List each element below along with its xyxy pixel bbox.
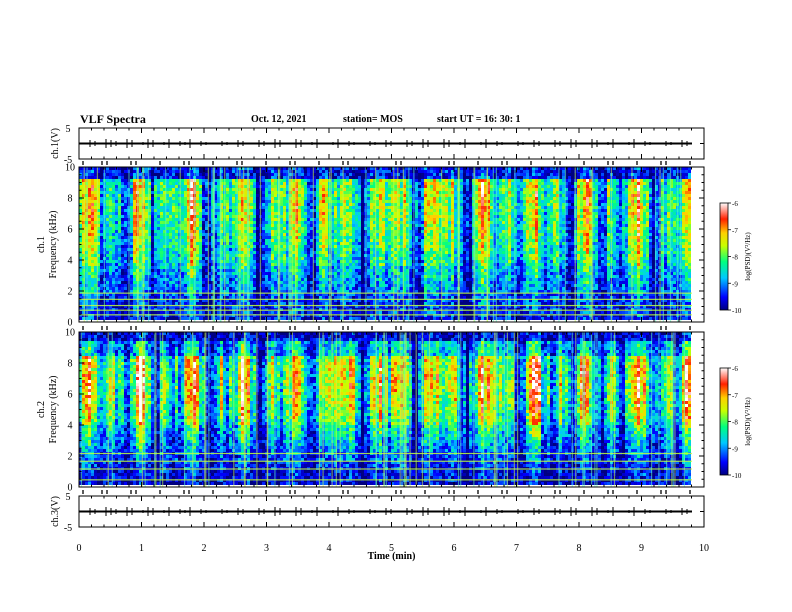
xtick-10: 10 [699, 543, 709, 554]
colorbar-2-tick--7: -7 [732, 392, 738, 400]
colorbar-1-label: log(PSD)(V²/Hz) [744, 232, 752, 281]
xtick-8: 8 [577, 543, 582, 554]
xtick-3: 3 [264, 543, 269, 554]
xtick-1: 1 [139, 543, 144, 554]
ytick-p2-0: 0 [68, 318, 73, 329]
station-label: station= MOS [343, 114, 403, 125]
xtick-6: 6 [452, 543, 457, 554]
ytick-p4-bottom: -5 [64, 523, 72, 534]
colorbar-1-tick--10: -10 [732, 307, 742, 315]
ytick-p3-10: 10 [65, 328, 75, 339]
ytick-p3-2: 2 [68, 452, 73, 463]
ylabel-p1: ch.1(V) [50, 128, 61, 159]
colorbar-1-tick--9: -9 [732, 280, 738, 288]
ytick-p1-top: 5 [66, 124, 71, 135]
ylabel-p2-channel: ch.1 [36, 236, 47, 253]
colorbar-2-label: log(PSD)(V²/Hz) [744, 397, 752, 446]
xtick-2: 2 [202, 543, 207, 554]
ytick-p2-4: 4 [68, 256, 73, 267]
colorbar-2-tick--9: -9 [732, 445, 738, 453]
spectrogram-ch1 [79, 167, 692, 322]
colorbar-2-tick--8: -8 [732, 419, 738, 427]
xtick-7: 7 [514, 543, 519, 554]
xlabel: Time (min) [368, 551, 416, 562]
ytick-p4-top: 5 [66, 492, 71, 503]
start-time-label: start UT = 16: 30: 1 [437, 114, 521, 125]
ytick-p1-bottom: -5 [64, 155, 72, 166]
ytick-p2-10: 10 [65, 163, 75, 174]
ylabel-p3-channel: ch.2 [36, 401, 47, 418]
colorbar-2-tick--6: -6 [732, 365, 738, 373]
ylabel-p3-frequency: Frequency (kHz) [48, 375, 59, 443]
xtick-9: 9 [639, 543, 644, 554]
ytick-p3-6: 6 [68, 390, 73, 401]
colorbar-2-tick--10: -10 [732, 472, 742, 480]
colorbar-1-tick--6: -6 [732, 200, 738, 208]
ylabel-p2-frequency: Frequency (kHz) [48, 210, 59, 278]
ytick-p2-8: 8 [68, 194, 73, 205]
ytick-p2-2: 2 [68, 287, 73, 298]
ytick-p3-0: 0 [68, 483, 73, 494]
colorbar-2 [719, 367, 729, 476]
ylabel-p4: ch.3(V) [50, 496, 61, 527]
spectrogram-ch2 [79, 332, 692, 487]
xtick-4: 4 [327, 543, 332, 554]
colorbar-1-tick--8: -8 [732, 254, 738, 262]
colorbar-1 [719, 202, 729, 311]
ytick-p3-4: 4 [68, 421, 73, 432]
figure-title: VLF Spectra [80, 112, 146, 127]
colorbar-1-tick--7: -7 [732, 227, 738, 235]
date-label: Oct. 12, 2021 [251, 114, 307, 125]
ytick-p2-6: 6 [68, 225, 73, 236]
xtick-5: 5 [389, 543, 394, 554]
xtick-0: 0 [77, 543, 82, 554]
ytick-p3-8: 8 [68, 359, 73, 370]
